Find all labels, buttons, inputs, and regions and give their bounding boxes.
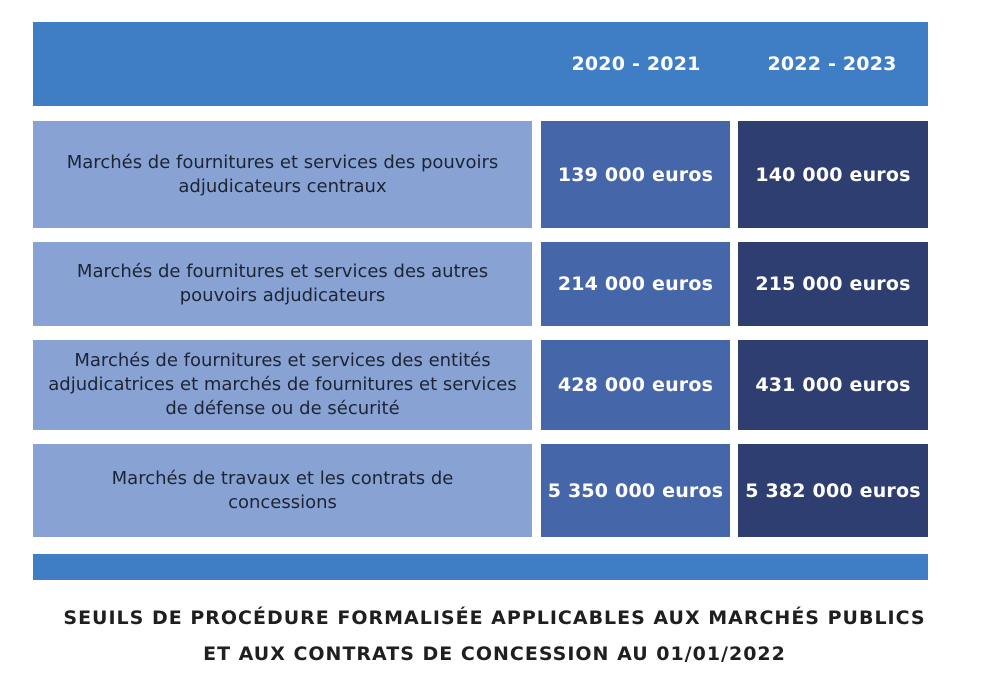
row-label-text: Marchés de travaux et les contrats de co…	[111, 467, 454, 513]
value-cell-2020-2021: 214 000 euros	[541, 242, 730, 326]
row-label-text: Marchés de fournitures et services des p…	[66, 151, 499, 197]
column-header-2020-2021: 2020 - 2021	[571, 53, 701, 75]
value-cell-2020-2021: 139 000 euros	[541, 121, 730, 228]
value-cell-2022-2023: 140 000 euros	[738, 121, 928, 228]
row-label-travaux-concessions: Marchés de travaux et les contrats de co…	[33, 444, 532, 537]
caption-line-1: SEUILS DE PROCÉDURE FORMALISÉE APPLICABL…	[63, 607, 926, 629]
row-label-text: Marchés de fournitures et services des e…	[48, 350, 517, 419]
row-label-pouvoirs-centraux: Marchés de fournitures et services des p…	[33, 121, 532, 228]
row-label-entites-adjudicatrices: Marchés de fournitures et services des e…	[33, 340, 532, 430]
value-cell-2020-2021: 428 000 euros	[541, 340, 730, 430]
row-label-autres-pouvoirs: Marchés de fournitures et services des a…	[33, 242, 532, 326]
table-footer-bar	[33, 554, 928, 580]
value-cell-2022-2023: 215 000 euros	[738, 242, 928, 326]
value-cell-2022-2023: 5 382 000 euros	[738, 444, 928, 537]
value-cell-2020-2021: 5 350 000 euros	[541, 444, 730, 537]
row-label-text: Marchés de fournitures et services des a…	[76, 261, 489, 306]
value-cell-2022-2023: 431 000 euros	[738, 340, 928, 430]
caption-line-2: ET AUX CONTRATS DE CONCESSION AU 01/01/2…	[203, 643, 786, 665]
column-header-2022-2023: 2022 - 2023	[767, 53, 897, 75]
table-header-bar: 2020 - 2021 2022 - 2023	[33, 22, 928, 106]
